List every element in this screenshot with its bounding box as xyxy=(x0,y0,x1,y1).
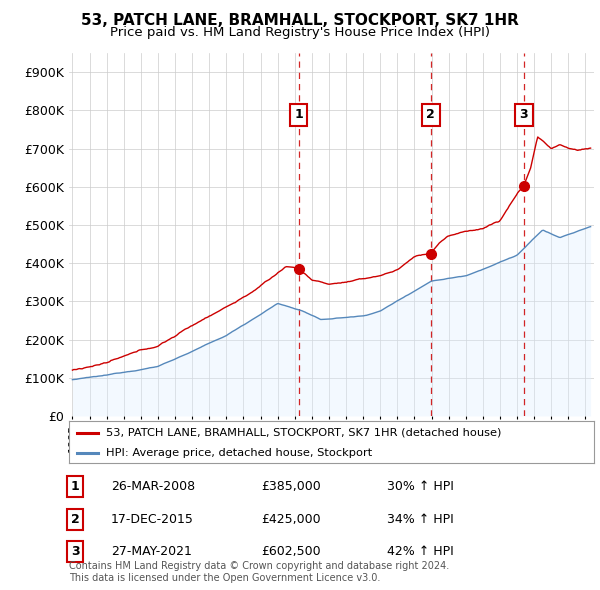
Text: £385,000: £385,000 xyxy=(261,480,321,493)
Text: Contains HM Land Registry data © Crown copyright and database right 2024.
This d: Contains HM Land Registry data © Crown c… xyxy=(69,561,449,583)
Text: 53, PATCH LANE, BRAMHALL, STOCKPORT, SK7 1HR: 53, PATCH LANE, BRAMHALL, STOCKPORT, SK7… xyxy=(81,13,519,28)
Text: 17-DEC-2015: 17-DEC-2015 xyxy=(111,513,194,526)
Text: 26-MAR-2008: 26-MAR-2008 xyxy=(111,480,195,493)
Text: 3: 3 xyxy=(520,109,528,122)
Text: £602,500: £602,500 xyxy=(261,545,320,558)
Text: 42% ↑ HPI: 42% ↑ HPI xyxy=(387,545,454,558)
Text: HPI: Average price, detached house, Stockport: HPI: Average price, detached house, Stoc… xyxy=(106,448,372,457)
Text: 1: 1 xyxy=(71,480,79,493)
Text: Price paid vs. HM Land Registry's House Price Index (HPI): Price paid vs. HM Land Registry's House … xyxy=(110,26,490,39)
Text: 3: 3 xyxy=(71,545,79,558)
Text: £425,000: £425,000 xyxy=(261,513,320,526)
Text: 2: 2 xyxy=(427,109,435,122)
Text: 1: 1 xyxy=(294,109,303,122)
Text: 2: 2 xyxy=(71,513,79,526)
Text: 27-MAY-2021: 27-MAY-2021 xyxy=(111,545,192,558)
Text: 53, PATCH LANE, BRAMHALL, STOCKPORT, SK7 1HR (detached house): 53, PATCH LANE, BRAMHALL, STOCKPORT, SK7… xyxy=(106,428,501,438)
Text: 30% ↑ HPI: 30% ↑ HPI xyxy=(387,480,454,493)
Text: 34% ↑ HPI: 34% ↑ HPI xyxy=(387,513,454,526)
